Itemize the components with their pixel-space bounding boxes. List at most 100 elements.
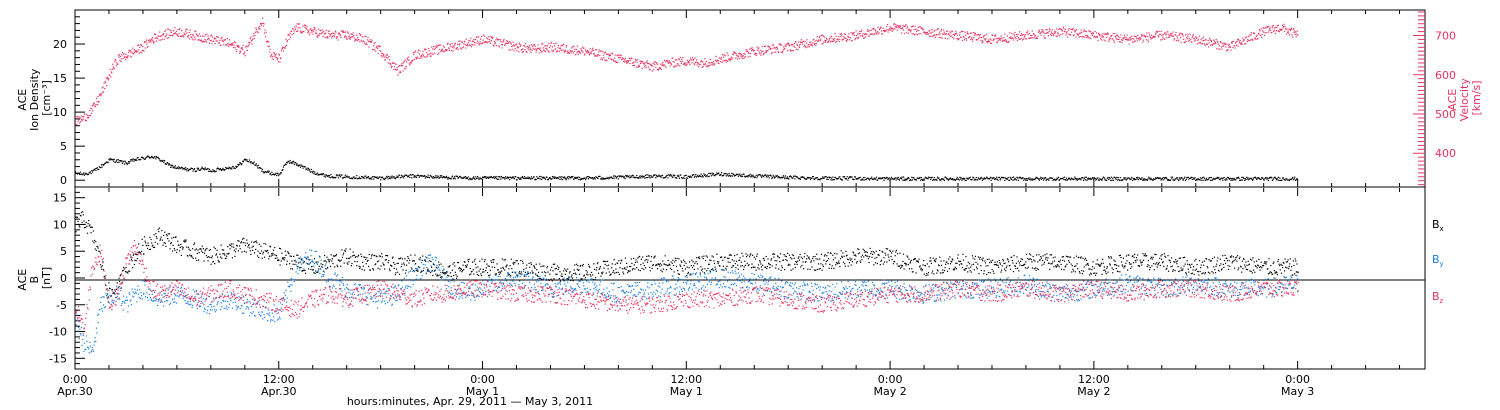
velocity-point xyxy=(629,63,631,65)
velocity-point xyxy=(817,40,819,42)
velocity-point xyxy=(723,56,725,58)
velocity-point xyxy=(1117,35,1119,37)
density-point xyxy=(589,177,591,179)
density-point xyxy=(367,175,369,178)
velocity-point xyxy=(1173,39,1175,41)
density-point xyxy=(1195,178,1197,180)
velocity-point xyxy=(383,54,385,56)
velocity-point xyxy=(901,28,903,30)
density-point xyxy=(363,176,365,178)
velocity-point xyxy=(366,39,369,41)
velocity-point xyxy=(104,81,106,83)
bx-point xyxy=(175,236,177,238)
velocity-point xyxy=(1047,32,1049,34)
velocity-point xyxy=(999,39,1001,41)
velocity-point xyxy=(1228,46,1230,48)
density-point xyxy=(1078,178,1080,180)
velocity-point xyxy=(970,32,972,34)
density-point xyxy=(1190,177,1192,179)
velocity-point xyxy=(1162,34,1164,36)
velocity-point xyxy=(396,67,398,69)
velocity-point xyxy=(338,33,340,35)
velocity-point xyxy=(1066,31,1068,33)
velocity-point xyxy=(1265,27,1267,29)
velocity-point xyxy=(1247,39,1249,41)
density-point xyxy=(193,168,196,170)
bx-point xyxy=(170,241,172,244)
density-point xyxy=(576,178,578,180)
velocity-point xyxy=(180,35,182,37)
velocity-point xyxy=(694,64,696,66)
density-point xyxy=(1022,177,1024,179)
density-point xyxy=(1149,179,1151,181)
velocity-point xyxy=(848,39,850,41)
velocity-point xyxy=(584,49,587,51)
velocity-point xyxy=(228,39,230,41)
density-point xyxy=(1166,178,1168,180)
velocity-point xyxy=(350,33,352,35)
velocity-point xyxy=(379,50,381,52)
velocity-point xyxy=(739,52,741,54)
density-point xyxy=(711,172,713,174)
velocity-point xyxy=(1108,40,1110,42)
velocity-point xyxy=(1068,27,1070,29)
velocity-point xyxy=(679,56,681,58)
velocity-point xyxy=(674,66,676,68)
density-point xyxy=(577,177,579,179)
density-point xyxy=(618,175,620,177)
velocity-point xyxy=(226,44,228,46)
velocity-point xyxy=(1196,37,1198,39)
velocity-point xyxy=(1105,33,1107,35)
velocity-point xyxy=(1095,32,1098,34)
velocity-point xyxy=(119,59,121,62)
density-point xyxy=(100,167,102,169)
velocity-point xyxy=(382,55,384,57)
density-point xyxy=(1258,178,1261,180)
velocity-point xyxy=(833,40,835,42)
velocity-point xyxy=(418,57,420,59)
velocity-point xyxy=(1031,30,1033,32)
velocity-point xyxy=(1092,32,1094,34)
bx-point xyxy=(139,252,141,254)
density-point xyxy=(1122,179,1124,181)
velocity-point xyxy=(855,30,857,32)
velocity-point xyxy=(1277,24,1279,26)
bx-point xyxy=(151,242,153,244)
velocity-point xyxy=(246,49,248,51)
density-point xyxy=(462,177,464,179)
velocity-point xyxy=(1295,36,1297,38)
velocity-point xyxy=(1027,30,1029,32)
velocity-point xyxy=(1293,28,1295,30)
density-point xyxy=(168,164,170,166)
density-point xyxy=(848,176,850,178)
density-point xyxy=(1263,179,1265,181)
velocity-point xyxy=(1067,29,1070,31)
velocity-point xyxy=(1158,36,1160,38)
bx-point xyxy=(242,238,244,240)
density-point xyxy=(264,170,266,173)
density-point xyxy=(819,179,821,181)
velocity-point xyxy=(1042,29,1044,31)
density-point xyxy=(496,177,498,179)
velocity-point xyxy=(224,39,226,41)
velocity-point xyxy=(1274,32,1276,35)
density-point xyxy=(1237,176,1240,178)
velocity-point xyxy=(956,34,958,36)
density-point xyxy=(1277,179,1279,181)
velocity-point xyxy=(713,64,715,66)
velocity-point xyxy=(311,29,314,31)
velocity-point xyxy=(390,64,392,66)
velocity-point xyxy=(620,54,622,56)
density-point xyxy=(1098,179,1100,181)
density-point xyxy=(775,175,777,177)
velocity-point xyxy=(120,60,122,63)
density-point xyxy=(1012,179,1014,181)
velocity-point xyxy=(1283,30,1286,32)
velocity-point xyxy=(1286,28,1288,30)
density-point xyxy=(1183,177,1185,179)
velocity-point xyxy=(1215,38,1217,40)
density-point xyxy=(555,177,558,179)
density-point xyxy=(1180,177,1182,179)
velocity-point xyxy=(394,68,397,71)
velocity-point xyxy=(211,34,213,36)
